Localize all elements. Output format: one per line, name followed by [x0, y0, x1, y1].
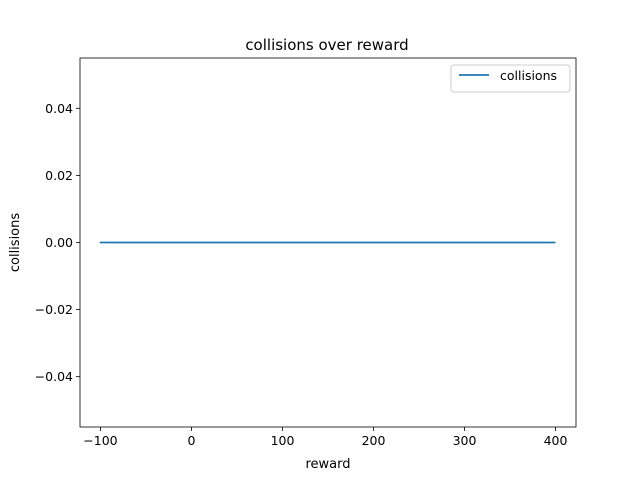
y-tick-label: −0.04 — [35, 369, 73, 384]
legend: collisions — [450, 64, 571, 93]
x-axis-label: reward — [305, 457, 350, 472]
x-tick-label: 400 — [544, 433, 568, 448]
legend-label: collisions — [500, 68, 557, 83]
plot-frame — [79, 57, 577, 428]
x-tick-label: 0 — [188, 433, 196, 448]
y-tick-label: 0.04 — [45, 101, 73, 116]
x-tick-label: 100 — [271, 433, 295, 448]
x-tick-label: −100 — [83, 433, 117, 448]
y-axis-ticks: −0.04 −0.02 0.00 0.02 0.04 — [35, 101, 80, 384]
y-axis-label: collisions — [8, 213, 23, 273]
legend-frame — [450, 64, 571, 93]
y-tick-label: −0.02 — [35, 302, 73, 317]
x-axis-ticks: −100 0 100 200 300 400 — [83, 427, 567, 448]
x-tick-label: 200 — [362, 433, 386, 448]
x-tick-label: 300 — [453, 433, 477, 448]
y-tick-label: 0.02 — [45, 168, 73, 183]
y-tick-label: 0.00 — [45, 235, 73, 250]
chart-title: collisions over reward — [245, 36, 408, 54]
